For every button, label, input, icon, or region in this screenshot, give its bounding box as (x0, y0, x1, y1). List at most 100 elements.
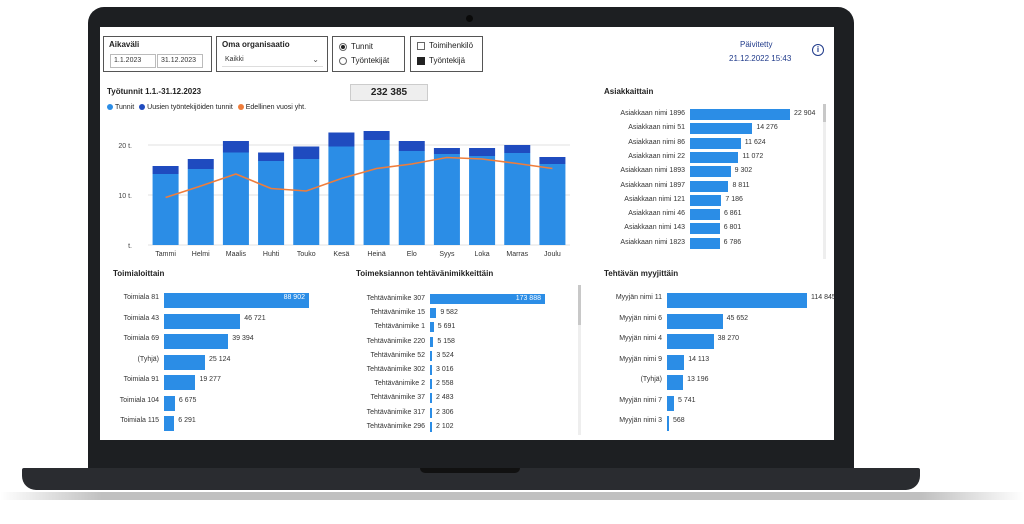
bar[interactable] (690, 209, 720, 221)
bar-category-label: Myyjän nimi 4 (619, 335, 662, 342)
bar[interactable] (690, 194, 722, 206)
bar[interactable] (164, 416, 175, 431)
bar[interactable] (667, 334, 714, 349)
bar-category-label: Myyjän nimi 6 (619, 314, 662, 322)
bar-value-label: 25 124 (208, 355, 231, 363)
bar-value-label: 5 741 (677, 396, 696, 404)
bar-value-label: 14 113 (688, 355, 710, 363)
bar[interactable] (430, 294, 545, 304)
legend-uudet-marker (139, 104, 146, 111)
bar[interactable] (430, 407, 432, 418)
industries-chart-title: Toimialoittain (113, 269, 165, 278)
bar-category-label: Tehtävänimike 220 (366, 337, 425, 345)
job-titles-scrollbar-thumb[interactable] (578, 285, 581, 325)
job-titles-scrollbar-track[interactable] (578, 285, 581, 435)
bar[interactable] (690, 180, 729, 192)
bar[interactable] (164, 395, 175, 411)
bar[interactable] (667, 354, 685, 370)
role-checkbox-group: Toimihenkilö Työntekijä (410, 36, 483, 72)
customers-chart-title: Asiakkaittain (604, 87, 654, 96)
bar-value-label: 173 888 (515, 295, 541, 302)
bar[interactable] (690, 137, 741, 149)
legend-uudet: Uusien työntekijöiden tunnit (147, 104, 233, 111)
bar-tunnit (504, 153, 531, 245)
industries-chart: Toimiala 81 88 902 Toimiala 43 46 721 Toimia… (100, 291, 340, 436)
bar[interactable] (430, 379, 432, 390)
bar-category-label: Asiakkaan nimi 51 (628, 124, 685, 132)
bar[interactable] (430, 365, 432, 375)
bar[interactable] (430, 350, 433, 361)
bar-category-label: Myyjän nimi 3 (619, 417, 662, 424)
radio-tyontekijat[interactable] (339, 57, 347, 65)
info-icon[interactable]: i (812, 44, 824, 56)
bar[interactable] (690, 109, 790, 120)
bar[interactable] (164, 313, 241, 329)
bar[interactable] (430, 421, 432, 432)
bar-category-label: Myyjän nimi 7 (619, 396, 662, 404)
bar[interactable] (430, 393, 432, 404)
main-chart-legend: Tunnit Uusien työntekijöiden tunnit Edel… (107, 104, 306, 111)
bar-value-label: 11 072 (742, 152, 764, 160)
bar[interactable] (667, 293, 807, 308)
bar-value-label: 46 721 (244, 314, 266, 322)
bar[interactable] (667, 395, 674, 411)
bar-value-label: 13 196 (687, 376, 709, 383)
bar[interactable] (690, 223, 720, 235)
bar[interactable] (690, 123, 753, 135)
customers-chart: Asiakkaan nimi 1896 22 904 Asiakkaan nimi … (600, 107, 826, 257)
bar-category-label: Myyjän nimi 11 (615, 294, 662, 301)
customers-scrollbar-thumb[interactable] (823, 104, 826, 122)
x-tick-label: Tammi (155, 251, 176, 258)
bar[interactable] (430, 308, 437, 319)
bar[interactable] (667, 375, 684, 390)
bar[interactable] (164, 293, 309, 308)
bar-value-label: 11 624 (744, 138, 766, 146)
bar-category-label: Toimiala 104 (119, 396, 159, 404)
customers-scrollbar-track[interactable] (823, 104, 826, 259)
bar-uudet (222, 141, 249, 153)
bar[interactable] (690, 166, 731, 178)
bar[interactable] (164, 334, 229, 349)
bar-value-label: 8 811 (732, 181, 750, 189)
bar[interactable] (164, 354, 205, 370)
bar-category-label: Toimiala 43 (123, 314, 159, 322)
chevron-down-icon: ⌄ (312, 55, 319, 64)
bar[interactable] (667, 313, 723, 329)
checkbox-tyontekija[interactable] (417, 57, 425, 65)
organisation-select[interactable]: Kaikki ⌄ (222, 54, 323, 67)
bar[interactable] (430, 322, 434, 333)
bar[interactable] (667, 416, 669, 431)
bar-category-label: Tehtävänimike 15 (370, 309, 425, 317)
bar-value-label: 14 276 (756, 124, 778, 132)
bar-uudet (328, 132, 355, 147)
bar-category-label: Tehtävänimike 296 (366, 422, 425, 430)
bar[interactable] (164, 375, 196, 390)
bar[interactable] (690, 237, 720, 249)
bar-category-label: (Tyhjä) (640, 376, 662, 383)
bar-tunnit (433, 154, 460, 245)
bar-category-label: Tehtävänimike 2 (374, 380, 425, 388)
bar-uudet (258, 152, 285, 161)
bar[interactable] (690, 151, 739, 163)
bar-value-label: 2 483 (436, 394, 454, 402)
end-date-input[interactable]: 31.12.2023 (157, 54, 203, 68)
checkbox-toimihenkilo[interactable] (417, 42, 425, 50)
bar-tunnit (187, 169, 214, 245)
bar-value-label: 6 801 (723, 224, 742, 232)
y-tick-label: 10 t. (118, 193, 132, 200)
bar-category-label: Toimiala 81 (123, 294, 159, 301)
x-tick-label: Syys (439, 251, 455, 258)
radio-tunnit-label: Tunnit (351, 42, 373, 51)
bar-category-label: Asiakkaan nimi 1893 (620, 167, 685, 175)
bar-tunnit (328, 146, 355, 245)
laptop-base (22, 468, 920, 490)
bar-value-label: 6 786 (723, 238, 742, 246)
bar-category-label: Asiakkaan nimi 143 (624, 224, 685, 232)
kpi-total: 232 385 (350, 84, 428, 101)
x-tick-label: Marras (506, 251, 528, 258)
start-date-input[interactable]: 1.1.2023 (110, 54, 156, 68)
x-tick-label: Helmi (192, 251, 210, 258)
bar-category-label: Toimiala 115 (120, 417, 159, 424)
radio-tunnit[interactable] (339, 43, 347, 51)
bar[interactable] (430, 336, 434, 347)
